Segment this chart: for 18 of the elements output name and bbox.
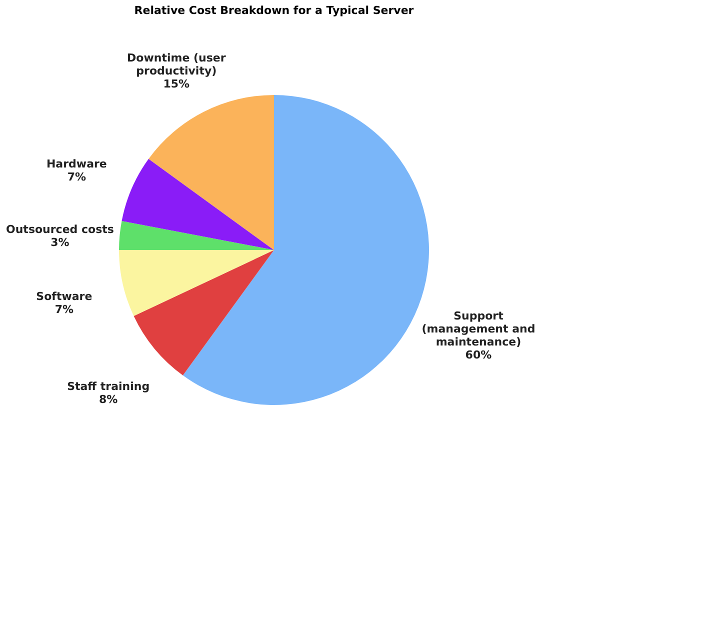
data-label: 7% <box>67 170 86 184</box>
data-label: 3% <box>50 236 70 249</box>
pie-slice <box>122 158 274 250</box>
pie-slice <box>134 250 274 376</box>
slice-label: Software <box>36 290 92 303</box>
slice-label: Downtime (user productivity) <box>127 51 226 78</box>
slice-label: Staff training <box>67 380 150 394</box>
pie-slice <box>119 220 274 250</box>
data-label: 15% <box>163 77 190 90</box>
pie-slice <box>119 250 274 316</box>
slice-label: Hardware <box>46 158 107 171</box>
data-label: 60% <box>465 348 492 362</box>
chart-title: Relative Cost Breakdown for a Typical Server <box>134 4 414 17</box>
slice-label: Support (management and maintenance) <box>422 309 536 348</box>
data-label: 8% <box>98 393 118 406</box>
slice-label: Outsourced costs <box>6 222 114 236</box>
pie-slice <box>148 95 274 250</box>
data-label: 7% <box>54 302 74 316</box>
